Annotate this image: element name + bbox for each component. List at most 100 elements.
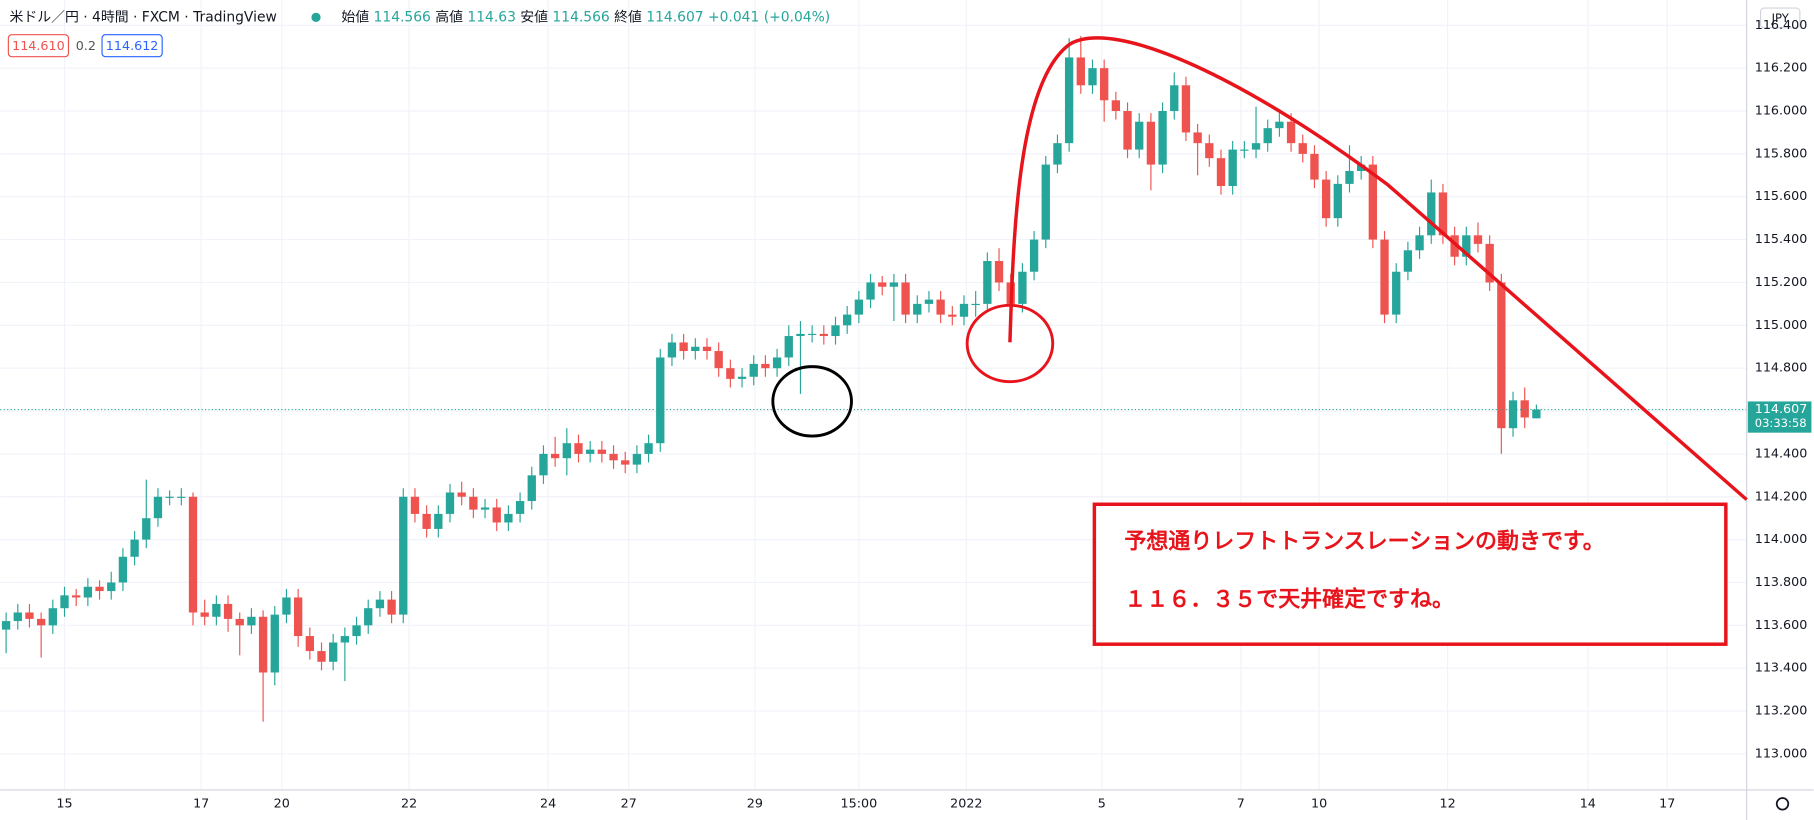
candle-body: [422, 513, 431, 529]
y-tick-label: 115.200: [1755, 274, 1808, 289]
candle-body: [1158, 111, 1167, 165]
annotation-circle: [965, 303, 1055, 384]
candle-body: [819, 333, 828, 337]
candle-body: [749, 363, 758, 377]
candle-body: [317, 651, 326, 662]
candle-body: [679, 342, 688, 352]
y-tick-label: 113.600: [1755, 617, 1808, 632]
candle-body: [1497, 282, 1506, 429]
candle-body: [492, 507, 501, 523]
candle-body: [691, 346, 700, 352]
candle-body: [539, 453, 548, 476]
currency-button[interactable]: [1759, 7, 1801, 29]
candle-body: [387, 599, 396, 615]
candle-body: [574, 443, 583, 454]
candle-body: [702, 346, 712, 352]
candle-body: [959, 303, 969, 317]
candle-body: [1076, 57, 1085, 86]
candle-body: [352, 625, 361, 637]
candle-body: [1216, 158, 1226, 187]
candle-body: [1333, 183, 1342, 219]
candle-body: [527, 475, 536, 502]
candle-body: [1508, 400, 1518, 429]
x-tick-label: 17: [1659, 795, 1675, 810]
candle-body: [212, 603, 221, 617]
y-tick-label: 114.400: [1755, 445, 1808, 460]
candle-body: [1485, 243, 1494, 283]
candle-body: [761, 363, 770, 369]
candle-body: [983, 261, 992, 304]
candle-body: [1438, 192, 1448, 236]
candle-body: [72, 595, 81, 598]
candle-body: [270, 614, 279, 673]
candle-body: [1181, 85, 1191, 133]
candle-body: [971, 303, 980, 306]
candle-body: [1111, 100, 1121, 112]
y-tick-label: 114.000: [1755, 531, 1808, 546]
y-tick-label: 113.200: [1755, 703, 1808, 718]
candle-body: [364, 608, 373, 626]
candle-body: [948, 314, 957, 317]
x-tick-label: 12: [1440, 795, 1456, 810]
settings-icon[interactable]: [1775, 797, 1790, 811]
candle-body: [878, 282, 887, 287]
candle-body: [1450, 235, 1459, 257]
candle-body: [60, 595, 69, 609]
candle-body: [1205, 143, 1214, 159]
candle-body: [586, 449, 595, 454]
buy-button[interactable]: [101, 34, 163, 58]
candle-body: [1088, 68, 1097, 86]
candle-body: [1251, 143, 1261, 150]
candle-body: [1029, 239, 1039, 272]
candle-body: [13, 612, 22, 622]
candle-body: [258, 616, 268, 673]
candle-body: [282, 597, 291, 615]
candle-body: [913, 303, 922, 315]
candle-body: [1532, 409, 1541, 419]
x-tick-label: 14: [1580, 795, 1596, 810]
status-dot: [311, 12, 321, 22]
plot-area: [0, 0, 1747, 790]
y-tick-label: 116.400: [1755, 17, 1808, 32]
legend-part: +0.041: [708, 9, 759, 25]
candle-body: [469, 496, 478, 510]
y-tick-label: 114.800: [1755, 360, 1808, 375]
x-tick-label: 2022: [950, 795, 982, 810]
y-tick-label: 113.000: [1755, 745, 1808, 760]
legend-part: 終値: [614, 9, 642, 25]
candle-body: [118, 556, 128, 583]
candle-body: [177, 496, 186, 498]
candle-body: [130, 539, 139, 557]
candle-body: [1415, 235, 1424, 251]
candle-body: [562, 443, 571, 459]
candle-body: [1345, 171, 1354, 184]
candle-body: [410, 496, 420, 514]
candle-body: [48, 608, 57, 626]
candle-body: [1053, 143, 1062, 165]
candle-body: [329, 642, 338, 662]
legend-part: 114.566: [374, 9, 431, 25]
candle-body: [924, 299, 934, 304]
candle-body: [866, 282, 875, 300]
candle-body: [1228, 149, 1237, 187]
sell-button[interactable]: [7, 34, 70, 58]
candle-body: [107, 582, 116, 592]
candle-body: [434, 513, 443, 529]
candle-body: [1193, 132, 1202, 144]
candle-body: [1403, 250, 1413, 272]
candle-body: [1462, 235, 1471, 257]
annotation-box: [1092, 502, 1728, 646]
candle-body: [1146, 121, 1156, 165]
candle-body: [737, 376, 747, 379]
candle-body: [796, 333, 805, 337]
candle-body: [667, 342, 677, 358]
candle-body: [95, 586, 104, 592]
y-tick-label: 115.800: [1755, 145, 1808, 160]
buy-price: 114.612: [106, 38, 159, 53]
candle-body: [83, 586, 93, 598]
annotation-circle: [771, 365, 853, 438]
candle-body: [165, 496, 174, 498]
candle-body: [1100, 68, 1109, 101]
candle-body: [632, 453, 642, 465]
candle-body: [1286, 121, 1296, 144]
